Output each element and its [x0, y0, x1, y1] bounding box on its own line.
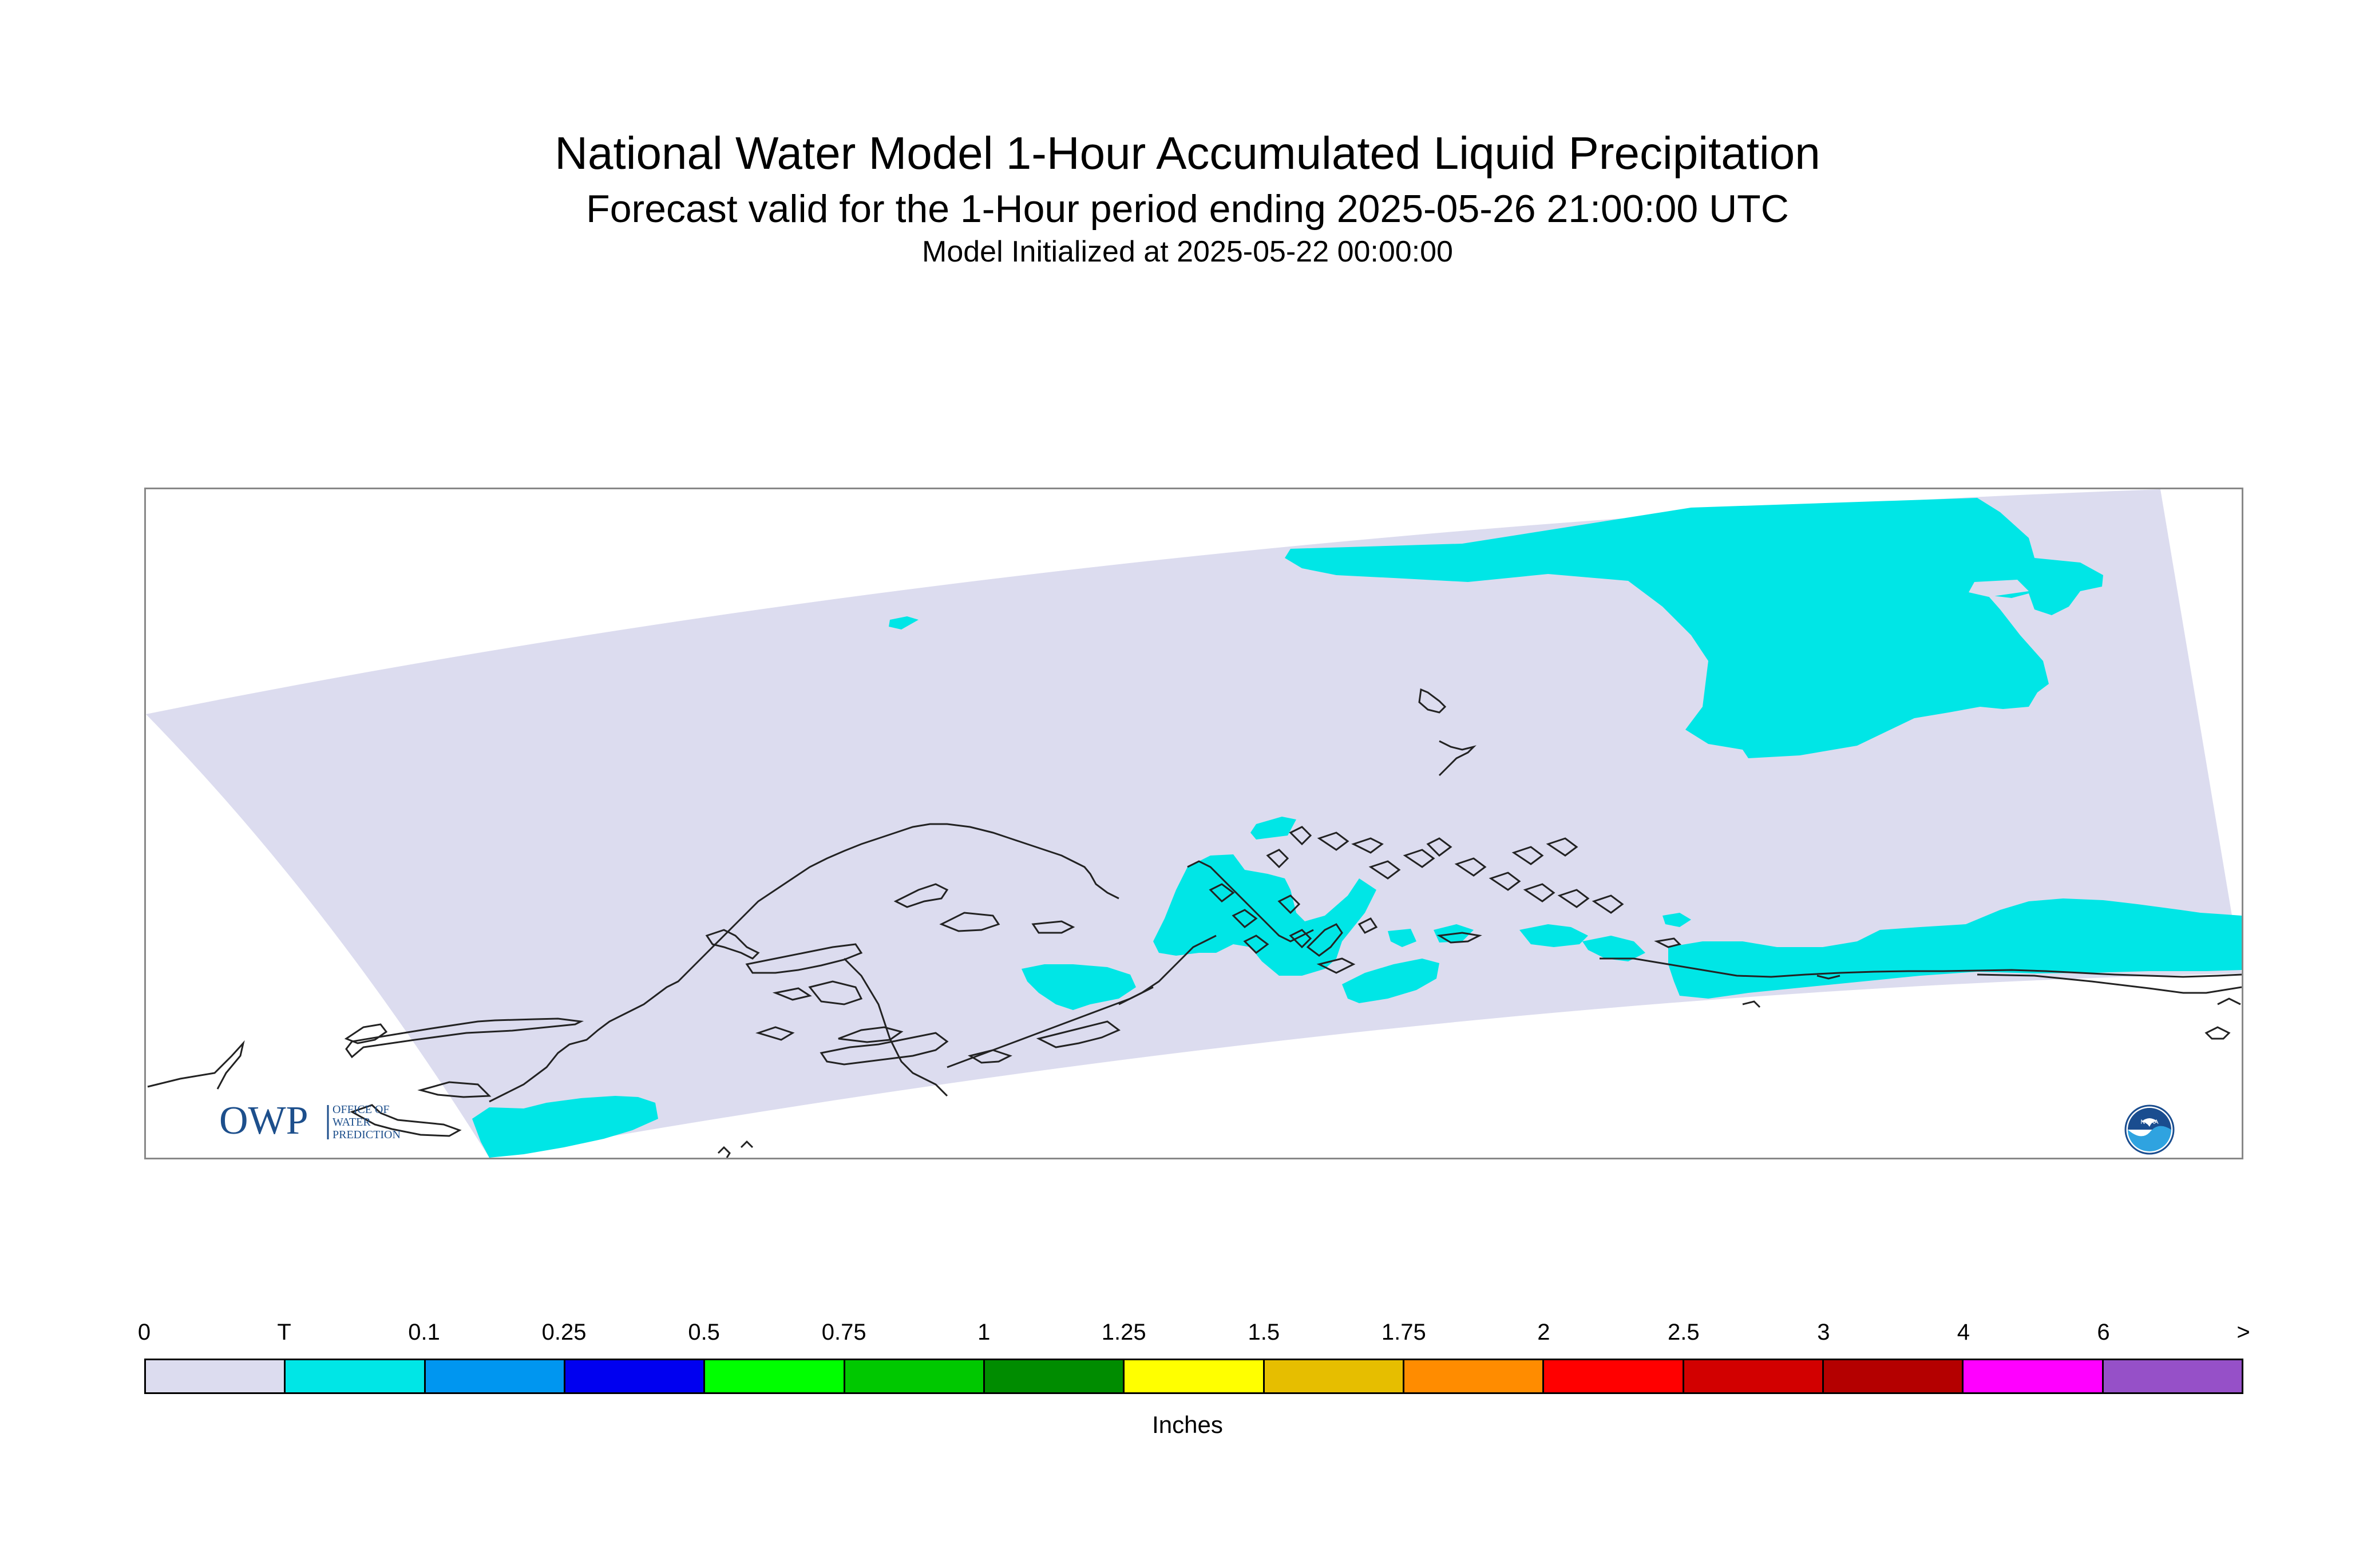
legend-tick-label: T [277, 1320, 291, 1345]
legend-swatch [1544, 1360, 1684, 1392]
legend-tick-label: 1.5 [1248, 1320, 1280, 1345]
legend-swatch [146, 1360, 286, 1392]
legend-swatch [286, 1360, 426, 1392]
owp-logo-mark: OWP [219, 1100, 308, 1143]
legend-tick-label: 1.75 [1381, 1320, 1426, 1345]
model-initialized-text: Model Initialized at 2025-05-22 00:00:00 [922, 235, 1453, 268]
legend-tick-label: > [2237, 1320, 2250, 1345]
legend-swatch [1964, 1360, 2104, 1392]
legend-swatch [705, 1360, 845, 1392]
legend-tick-label: 1 [977, 1320, 991, 1345]
precipitation-areas [472, 498, 2242, 1158]
legend-tick-label: 0.75 [821, 1320, 866, 1345]
owp-logo-line1: OFFICE OF [332, 1103, 389, 1116]
noaa-logo: NOAA [2124, 1104, 2175, 1155]
legend-tick-label: 2.5 [1668, 1320, 1700, 1345]
legend-colorbar [144, 1359, 2243, 1394]
legend-tick-label: 0.5 [688, 1320, 720, 1345]
legend-units-label: Inches [1152, 1411, 1223, 1438]
coastlines [147, 688, 2242, 1158]
legend-swatch [425, 1360, 565, 1392]
legend-tick-label: 1.25 [1101, 1320, 1146, 1345]
legend-swatch [1684, 1360, 1824, 1392]
owp-logo: OWP OFFICE OF WATER PREDICTION [219, 1100, 401, 1143]
legend-swatch [565, 1360, 706, 1392]
precipitation-map [146, 489, 2242, 1158]
legend-tick-label: 0.1 [408, 1320, 440, 1345]
legend-swatch [1823, 1360, 1964, 1392]
map-panel: OWP OFFICE OF WATER PREDICTION NOAA [144, 488, 2243, 1159]
owp-logo-line2: WATER [332, 1116, 371, 1129]
legend-swatch [984, 1360, 1125, 1392]
legend-swatch [845, 1360, 985, 1392]
legend-swatch [1125, 1360, 1265, 1392]
legend-tick-label: 0.25 [541, 1320, 587, 1345]
owp-logo-line3: PREDICTION [332, 1129, 401, 1141]
legend-tick-label: 3 [1817, 1320, 1830, 1345]
legend-swatch [1404, 1360, 1545, 1392]
legend-tick-label: 0 [137, 1320, 151, 1345]
map-title: National Water Model 1-Hour Accumulated … [555, 128, 1820, 179]
noaa-logo-text: NOAA [2140, 1119, 2159, 1126]
legend-swatch [1264, 1360, 1404, 1392]
legend-swatch [2103, 1360, 2242, 1392]
legend-tick-label: 4 [1957, 1320, 1970, 1345]
legend-tick-label: 6 [2097, 1320, 2110, 1345]
legend-tick-label: 2 [1537, 1320, 1550, 1345]
forecast-valid-subtitle: Forecast valid for the 1-Hour period end… [586, 187, 1789, 231]
